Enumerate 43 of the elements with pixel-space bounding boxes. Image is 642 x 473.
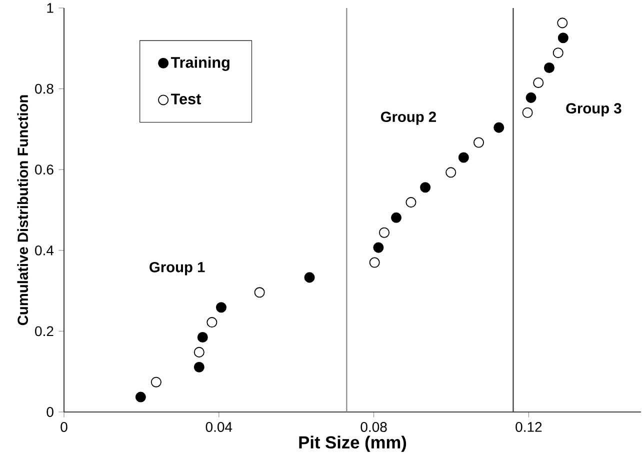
point	[406, 197, 416, 208]
y-tick-label: 0.6	[35, 164, 54, 175]
x-tick-label: 0.04	[206, 422, 232, 432]
point	[526, 92, 536, 103]
point	[150, 376, 162, 388]
annotation: Group 1	[150, 262, 205, 276]
point	[552, 48, 564, 58]
point	[420, 182, 431, 193]
y-tick-label: 0.8	[35, 84, 54, 94]
x-axis-title: Pit Size (mm)	[299, 436, 406, 452]
point	[446, 167, 456, 178]
point	[473, 137, 484, 148]
y-tick-label: 0	[46, 407, 54, 417]
point	[557, 18, 568, 28]
point	[369, 257, 380, 268]
annotation: Group 2	[380, 112, 436, 125]
point	[304, 272, 315, 283]
point	[522, 107, 533, 118]
x-tick-label: 0	[60, 422, 68, 432]
annotation: Group 3	[566, 103, 622, 116]
point	[458, 152, 469, 163]
point	[197, 332, 208, 343]
point	[494, 122, 504, 133]
y-tick-label: 0.2	[35, 326, 54, 336]
point	[194, 346, 204, 358]
point	[544, 62, 554, 74]
point	[254, 287, 265, 298]
point	[373, 242, 384, 253]
y-tick-label: 0.4	[35, 245, 54, 256]
point	[533, 77, 544, 88]
point	[206, 317, 218, 328]
point	[194, 362, 204, 372]
point	[216, 302, 226, 313]
x-tick-label: 0.08	[360, 422, 387, 432]
y-tick-label: 1	[47, 3, 54, 13]
point	[390, 212, 402, 223]
legend-label: Training	[170, 56, 230, 71]
point	[135, 392, 146, 402]
y-axis-title: Cumulative Distribution Function	[17, 95, 28, 326]
legend-label: Test	[170, 94, 201, 104]
point	[558, 32, 568, 44]
x-tick-label: 0.12	[516, 422, 542, 432]
point	[378, 227, 390, 238]
